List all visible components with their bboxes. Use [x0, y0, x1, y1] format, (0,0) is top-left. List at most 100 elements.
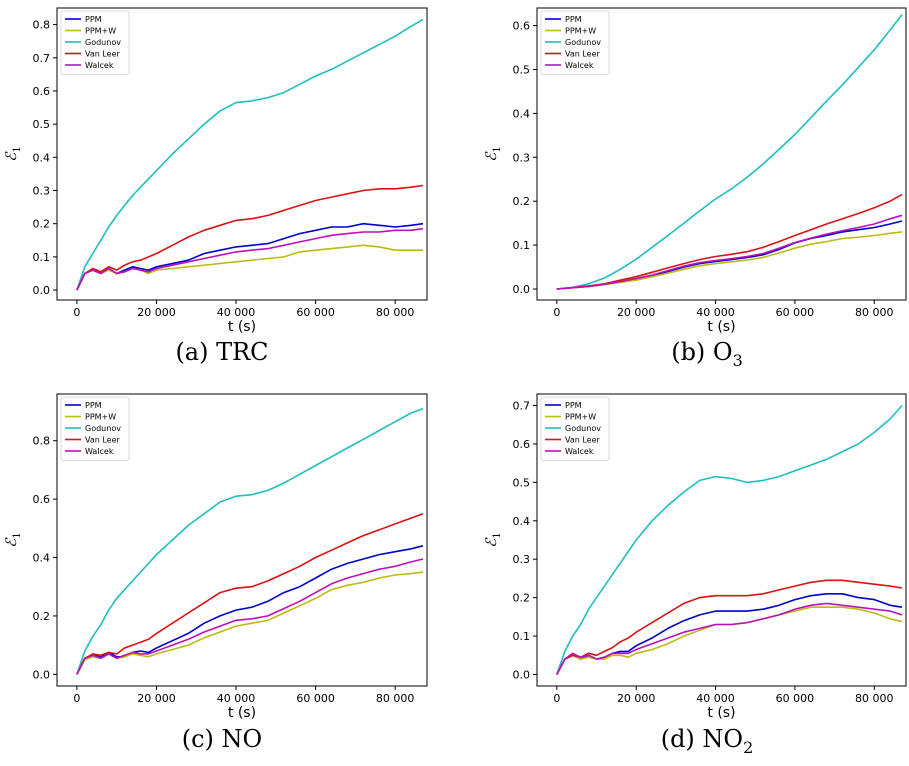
y-tick-label: 0.0 [513, 283, 531, 296]
x-tick-label: 40 000 [217, 692, 256, 705]
plot-frame [536, 393, 907, 687]
legend-entry: Godunov [565, 424, 601, 433]
y-tick-label: 0.4 [33, 151, 51, 164]
legend-box [60, 10, 130, 75]
legend-entry: PPM [85, 401, 102, 410]
legend-entry: PPM+W [85, 413, 116, 422]
legend-entry: PPM+W [565, 27, 596, 36]
y-tick-label: 0.7 [513, 400, 531, 413]
panel-caption: (d) NO2 [661, 725, 754, 757]
x-tick-label: 20 000 [137, 692, 176, 705]
y-axis-label: ℰ1 [482, 532, 503, 547]
y-tick-label: 0.6 [513, 20, 531, 33]
panel-caption: (c) NO [182, 725, 262, 753]
y-tick-label: 0.1 [513, 239, 531, 252]
series-line-godunov [76, 407, 424, 675]
x-tick-label: 20 000 [617, 692, 656, 705]
y-tick-label: 0.3 [33, 185, 51, 198]
plot-frame [536, 7, 907, 301]
series-line-ppm [76, 545, 424, 675]
x-tick-label: 60 000 [776, 306, 815, 319]
y-tick-label: 0.3 [513, 553, 531, 566]
legend-entry: Godunov [565, 38, 601, 47]
chart-panel-1: 0 20 000 40 000 60 000 80 000 0.0 0.1 0.2 0.3 0.4… [2, 7, 428, 366]
legend-entry: PPM+W [565, 413, 596, 422]
series-line-van-leer [556, 579, 903, 675]
y-axis-label: ℰ1 [2, 532, 23, 547]
y-tick-label: 0.8 [33, 435, 51, 448]
y-tick-label: 0.2 [513, 592, 531, 605]
series-line-van-leer [76, 184, 424, 291]
series-line-godunov [556, 14, 903, 290]
x-tick-label: 0 [73, 692, 80, 705]
chart-panel-4: 0 20 000 40 000 60 000 80 000 0.0 0.1 0.2 0.3 0.4… [482, 393, 907, 757]
x-axis-label: t (s) [707, 705, 735, 721]
y-tick-label: 0.2 [513, 195, 531, 208]
y-tick-label: 0.0 [33, 668, 51, 681]
x-tick-label: 80 000 [376, 306, 415, 319]
y-tick-label: 0.0 [33, 284, 51, 297]
y-tick-label: 0.5 [33, 118, 51, 131]
chart-panel-3: 0 20 000 40 000 60 000 80 000 0.0 0.2 0.4 0.6 0.8… [2, 393, 428, 753]
series-line-ppm-w [556, 606, 903, 675]
legend-entry: Walcek [565, 61, 594, 70]
series-line-walcek [556, 214, 903, 290]
x-tick-label: 20 000 [617, 306, 656, 319]
y-tick-label: 0.5 [513, 63, 531, 76]
x-axis-label: t (s) [228, 705, 256, 721]
legend-entry: Walcek [85, 61, 114, 70]
x-tick-label: 40 000 [696, 692, 735, 705]
legend-entry: Walcek [85, 447, 114, 456]
y-tick-label: 0.1 [33, 251, 51, 264]
x-tick-label: 60 000 [776, 692, 815, 705]
legend-box [540, 10, 610, 75]
x-tick-label: 20 000 [137, 306, 176, 319]
y-axis-label: ℰ1 [2, 146, 23, 161]
y-tick-label: 0.8 [33, 19, 51, 32]
legend-box [540, 396, 610, 461]
series-line-walcek [556, 602, 903, 675]
legend: PPM PPM+W Godunov Van Leer Walcek [60, 396, 130, 461]
y-tick-label: 0.4 [513, 107, 531, 120]
y-tick-label: 0.5 [513, 476, 531, 489]
x-tick-label: 60 000 [296, 692, 335, 705]
y-tick-label: 0.6 [513, 438, 531, 451]
y-tick-label: 0.1 [513, 630, 531, 643]
series-line-van-leer [76, 512, 424, 675]
x-tick-label: 80 000 [855, 306, 894, 319]
legend: PPM PPM+W Godunov Van Leer Walcek [540, 10, 610, 75]
legend-entry: Van Leer [565, 50, 601, 59]
legend-entry: PPM+W [85, 27, 116, 36]
series-line-godunov [76, 18, 424, 291]
plot-frame [56, 393, 428, 687]
y-tick-label: 0.6 [33, 493, 51, 506]
plot-frame [56, 7, 428, 301]
legend-entry: Godunov [85, 38, 121, 47]
series-line-godunov [556, 404, 903, 675]
x-tick-label: 80 000 [855, 692, 894, 705]
x-tick-label: 0 [553, 306, 560, 319]
legend-entry: PPM [565, 15, 582, 24]
chart-panel-2: 0 20 000 40 000 60 000 80 000 0.0 0.1 0.2 0.3 0.4… [482, 7, 907, 370]
legend-box [60, 396, 130, 461]
x-axis-label: t (s) [707, 319, 735, 335]
legend-entry: Van Leer [565, 436, 601, 445]
x-tick-label: 40 000 [696, 306, 735, 319]
y-tick-label: 0.7 [33, 52, 51, 65]
y-axis-label: ℰ1 [482, 146, 503, 161]
x-axis-label: t (s) [228, 319, 256, 335]
y-tick-label: 0.2 [33, 218, 51, 231]
legend-entry: Van Leer [85, 50, 121, 59]
series-line-walcek [76, 227, 424, 291]
legend-entry: Van Leer [85, 436, 121, 445]
y-tick-label: 0.4 [513, 515, 531, 528]
panel-caption: (b) O3 [671, 338, 743, 370]
y-tick-label: 0.0 [513, 668, 531, 681]
legend-entry: PPM [565, 401, 582, 410]
x-tick-label: 40 000 [217, 306, 256, 319]
panel-caption: (a) TRC [175, 338, 268, 366]
x-tick-label: 0 [553, 692, 560, 705]
legend-entry: Walcek [565, 447, 594, 456]
legend-entry: Godunov [85, 424, 121, 433]
